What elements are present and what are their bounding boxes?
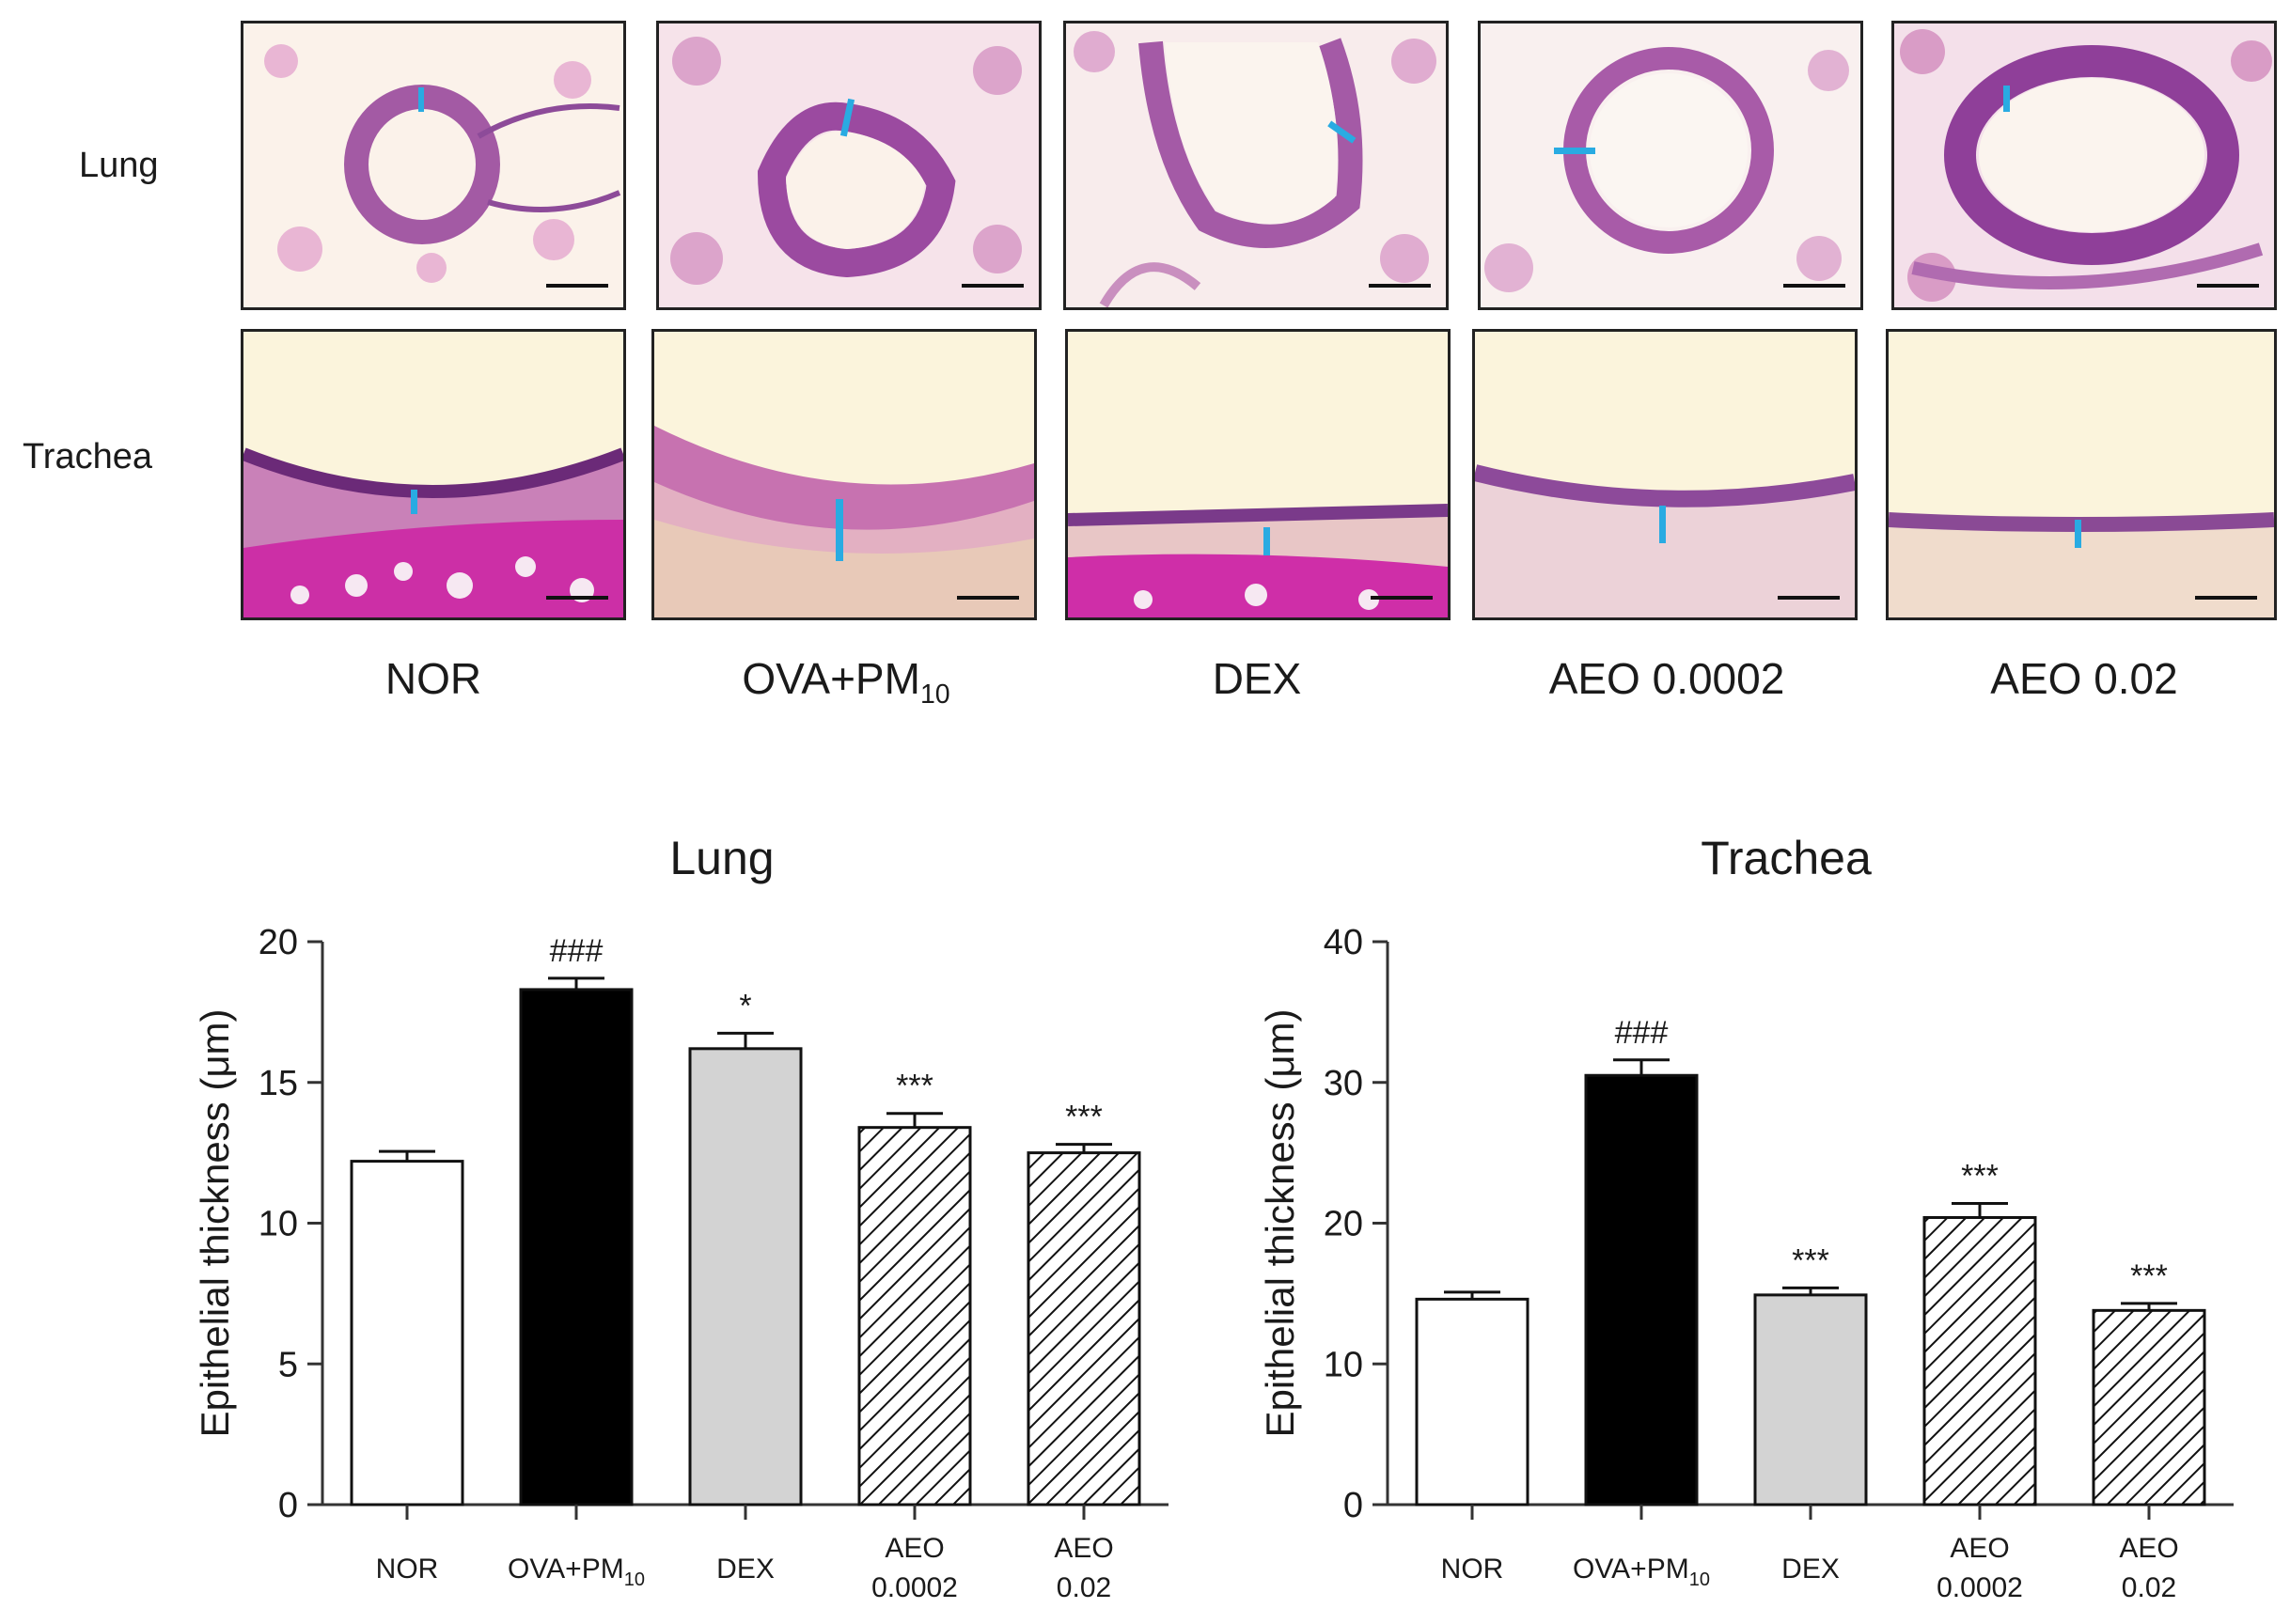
x-tick-label: DEX <box>716 1554 775 1585</box>
x-tick-label: AEO <box>1054 1533 1113 1564</box>
group-label-nor: NOR <box>384 654 482 703</box>
y-axis-label: Epithelial thickness (μm) <box>1258 1008 1302 1437</box>
x-tick-label: DEX <box>1781 1554 1840 1585</box>
row-label-lung: Lung <box>79 146 159 185</box>
lung-micrograph-nor <box>241 21 626 310</box>
chart-title: Lung <box>669 832 774 884</box>
chart-0: Lung 0 5 10 15 20 Epithelial thickness (μm) NOR… <box>193 832 1169 1603</box>
x-tick-label: 0.0002 <box>871 1572 958 1603</box>
significance-label: * <box>739 988 751 1023</box>
bar <box>1922 1216 2037 1507</box>
y-tick-label: 20 <box>1324 1205 1363 1244</box>
bar <box>1027 1151 1141 1507</box>
x-tick-label: 0.02 <box>1057 1572 1111 1603</box>
x-tick-label: NOR <box>376 1554 439 1585</box>
trachea-micrograph-aeo-0.0002 <box>1472 329 1858 620</box>
significance-label: *** <box>1065 1100 1103 1135</box>
bar <box>688 1047 803 1507</box>
y-tick-label: 10 <box>259 1205 298 1244</box>
trachea-micrograph-nor <box>241 329 626 620</box>
trachea-micrograph-ova-pm10 <box>651 329 1037 620</box>
bar <box>1584 1073 1699 1507</box>
trachea-micrograph-aeo-0.02 <box>1886 329 2277 620</box>
y-tick-label: 20 <box>259 923 298 962</box>
lung-micrograph-aeo-0.02 <box>1891 21 2277 310</box>
significance-label: ### <box>550 933 604 969</box>
y-tick-label: 30 <box>1324 1064 1363 1103</box>
x-tick-label: AEO <box>2119 1533 2178 1564</box>
group-label-ova-pm10: OVA+PM10 <box>742 654 950 710</box>
x-tick-label: AEO <box>885 1533 944 1564</box>
x-tick-label: OVA+PM10 <box>508 1554 645 1590</box>
significance-label: *** <box>2130 1258 2168 1294</box>
significance-label: ### <box>1615 1015 1669 1051</box>
x-tick-label: OVA+PM10 <box>1573 1554 1710 1590</box>
bar <box>350 1160 464 1507</box>
y-tick-label: 10 <box>1324 1345 1363 1384</box>
chart-1: Trachea 0 10 20 30 40 Epithelial thickness (μm… <box>1258 832 2234 1603</box>
y-tick-label: 0 <box>1343 1486 1363 1525</box>
y-tick-label: 40 <box>1324 923 1363 962</box>
group-label-aeo-0.0002: AEO 0.0002 <box>1548 654 1785 703</box>
significance-label: *** <box>1792 1242 1829 1278</box>
significance-label: *** <box>1961 1159 1999 1195</box>
y-tick-label: 5 <box>278 1345 298 1384</box>
trachea-micrograph-dex <box>1065 329 1451 620</box>
chart-title: Trachea <box>1701 832 1872 884</box>
y-tick-label: 15 <box>259 1064 298 1103</box>
row-label-trachea: Trachea <box>23 437 152 476</box>
bar <box>857 1126 972 1507</box>
group-label-dex: DEX <box>1212 654 1302 703</box>
x-tick-label: AEO <box>1950 1533 2009 1564</box>
x-tick-label: 0.0002 <box>1937 1572 2023 1603</box>
bar <box>1753 1293 1868 1507</box>
bar <box>2092 1308 2206 1507</box>
lung-micrograph-dex <box>1063 21 1449 310</box>
lung-micrograph-ova-pm10 <box>656 21 1042 310</box>
bar <box>1415 1297 1529 1507</box>
y-axis-label: Epithelial thickness (μm) <box>193 1008 237 1437</box>
group-label-aeo-0.02: AEO 0.02 <box>1990 654 2178 703</box>
y-tick-label: 0 <box>278 1486 298 1525</box>
x-tick-label: NOR <box>1441 1554 1504 1585</box>
x-tick-label: 0.02 <box>2122 1572 2176 1603</box>
bar <box>519 988 634 1507</box>
lung-micrograph-aeo-0.0002 <box>1478 21 1863 310</box>
significance-label: *** <box>896 1069 933 1104</box>
